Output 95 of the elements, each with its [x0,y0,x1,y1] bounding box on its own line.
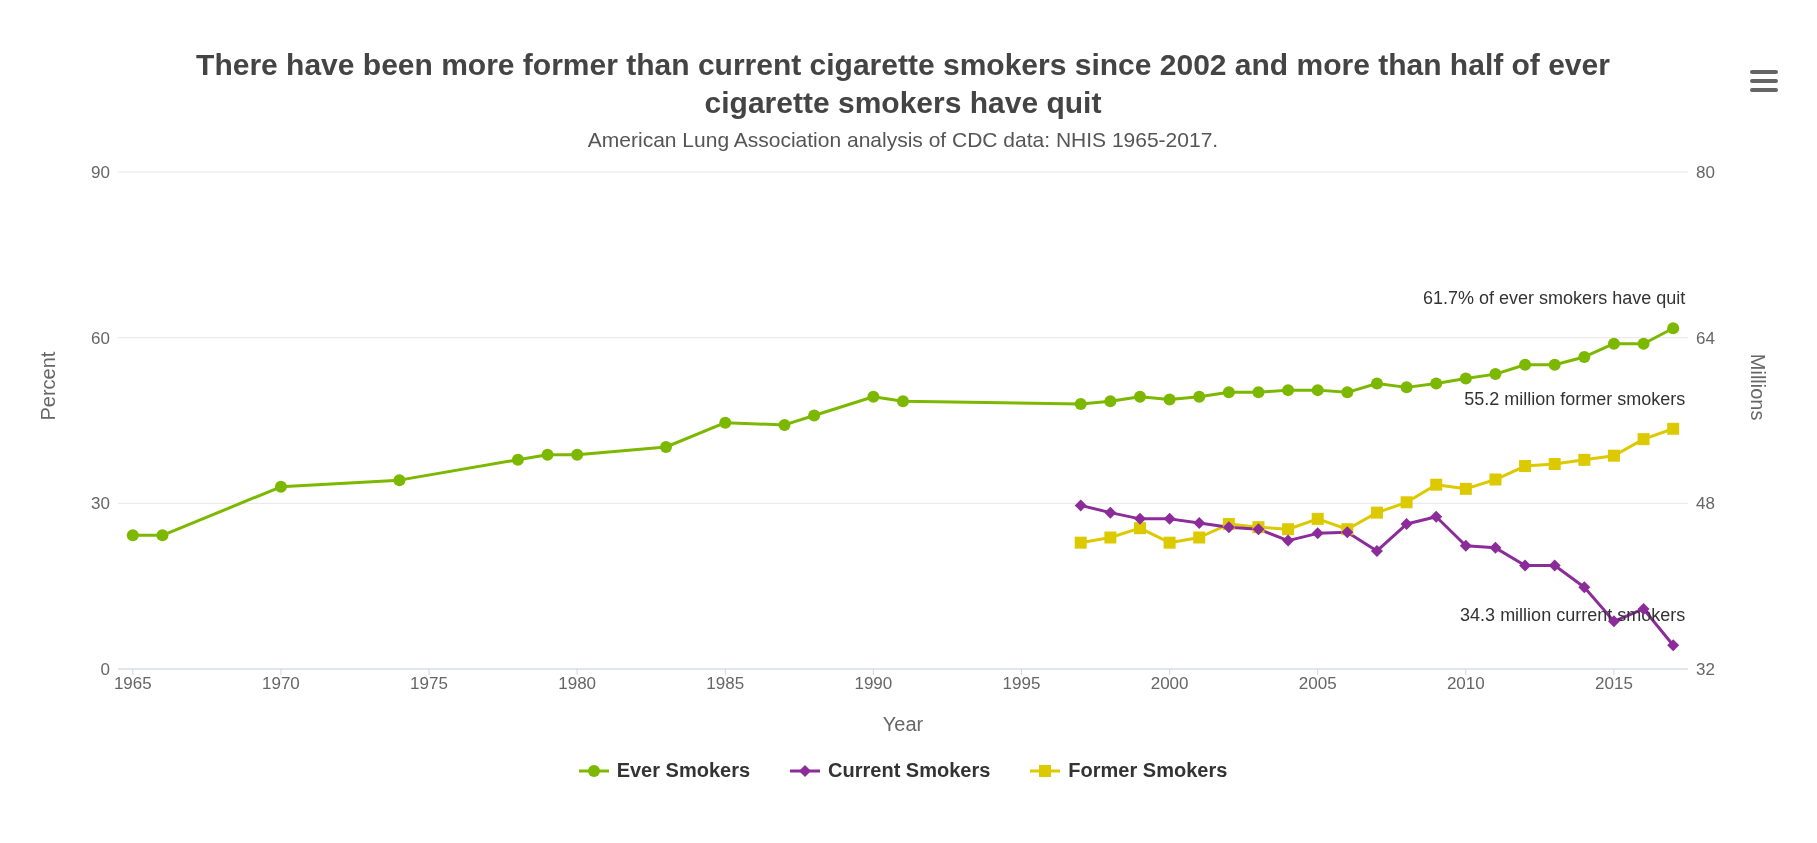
point [1459,539,1472,552]
point [1578,350,1591,363]
chart-title: There have been more former than current cigarette smokers since 2002 and more than half of ever cigarette smokers have quit [195,47,1611,121]
point [1282,523,1295,536]
x-tick-label: 1995 [1002,674,1041,694]
x-tick-label: 1990 [854,674,893,694]
point [1104,531,1117,544]
y-tick-label: 90 [91,163,110,183]
x-tick-label: 1985 [706,674,745,694]
point [1637,433,1650,446]
y-axis-title: Percent [37,351,60,421]
y-tick-label: 60 [91,328,110,348]
chart-subtitle: American Lung Association analysis of CDC data: NHIS 1965-2017. [586,128,1220,152]
point [1163,393,1176,406]
point [1133,390,1146,403]
point [1578,453,1591,466]
point [1578,581,1591,594]
point [1311,512,1324,525]
x-tick-label: 2000 [1150,674,1189,694]
annotation: 55.2 million former smokers [1464,388,1686,409]
point [274,480,287,493]
point [1607,449,1620,462]
point [1282,534,1295,547]
point [1430,377,1443,390]
point [1430,478,1443,491]
point [1252,386,1265,399]
point [1074,397,1087,410]
point [511,453,524,466]
point [1489,368,1502,381]
y2-axis-title: Millions [1746,353,1769,421]
point [1163,512,1176,525]
point [778,418,791,431]
point [1370,377,1383,390]
point [808,409,821,422]
point [1400,518,1413,531]
point [541,448,554,461]
point [1370,544,1383,557]
point [1074,536,1087,549]
point [1519,358,1532,371]
y-tick-label: 0 [100,660,110,680]
annotation: 61.7% of ever smokers have quit [1423,288,1686,309]
point [1133,522,1146,535]
point [867,390,880,403]
point [1489,473,1502,486]
x-tick-label: 2010 [1446,674,1485,694]
point [126,529,139,542]
point [1400,496,1413,509]
y-tick-label: 30 [91,494,110,514]
point [1459,482,1472,495]
legend-label: Current Smokers [828,759,991,782]
x-tick-label: 1965 [113,674,152,694]
point [156,529,169,542]
point [1430,510,1443,523]
y2-tick-label: 64 [1696,328,1715,348]
x-tick-label: 1975 [410,674,448,694]
x-tick-label: 2005 [1298,674,1337,694]
point [1193,517,1206,530]
point [719,416,732,429]
point [1311,527,1324,540]
legend-label: Former Smokers [1068,759,1228,782]
point [1341,386,1354,399]
point [1607,337,1620,350]
point [1637,337,1650,350]
x-axis-title: Year [882,713,924,735]
point [1104,395,1117,408]
point [1311,384,1324,397]
x-tick-label: 2015 [1595,674,1633,694]
point [1489,541,1502,554]
legend-label: Ever Smokers [616,759,751,782]
point [1193,390,1206,403]
point [1519,460,1532,473]
point [1548,457,1561,470]
x-tick-label: 1970 [262,674,300,694]
y2-tick-label: 48 [1696,494,1715,514]
point [1163,536,1176,549]
point [660,441,673,454]
point [897,395,909,408]
point [1282,384,1295,397]
point [1133,512,1146,525]
point [1400,381,1413,394]
point [1548,358,1561,371]
point [1459,372,1472,385]
point [1370,506,1383,519]
point [1074,499,1087,512]
x-tick-label: 1980 [558,674,597,694]
point [1667,639,1680,652]
point [393,474,406,487]
point [1667,422,1680,435]
point [1667,322,1680,335]
point [1193,531,1206,544]
point [571,448,584,461]
y2-tick-label: 80 [1696,163,1715,183]
point [1104,506,1117,519]
y2-tick-label: 32 [1696,660,1715,680]
point [1222,386,1235,399]
